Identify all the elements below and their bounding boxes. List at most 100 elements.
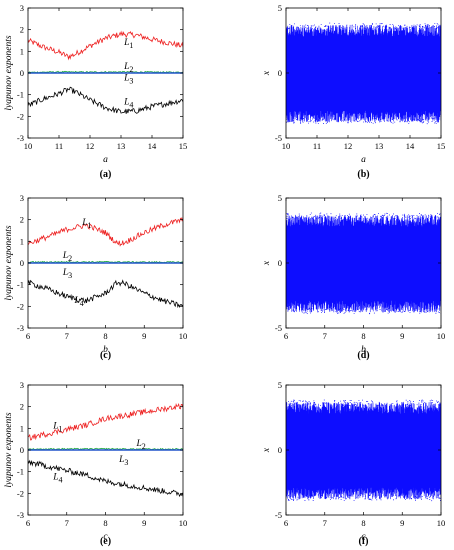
annotation-letter: L [118, 455, 124, 465]
x-tick-label: 7 [323, 331, 327, 341]
series-line [28, 279, 183, 309]
y-tick-label: 5 [278, 193, 282, 203]
annotation-letter: L [123, 38, 129, 48]
panel-f: 6 7 8 9 10 -5 0 5 c x (f) [262, 380, 445, 547]
series-annotation: L3 [118, 455, 128, 467]
x-tick-label: 15 [179, 141, 188, 151]
x-tick-label: 6 [284, 331, 288, 341]
x-tick-label: 6 [26, 518, 30, 528]
x-tick-label: 14 [148, 141, 157, 151]
series-annotation: L4 [74, 296, 84, 308]
y-tick-label: 0 [20, 445, 24, 455]
y-axis-label: x [262, 260, 272, 266]
x-tick-label: 11 [313, 141, 321, 151]
plot-area [286, 22, 441, 125]
series-line [286, 214, 441, 313]
x-axis-label: b [361, 345, 366, 355]
series-annotation: L1 [123, 38, 133, 50]
x-tick-label: 6 [26, 331, 30, 341]
panel-caption: (c) [100, 350, 111, 361]
panel-b: 10 11 12 13 14 15 -5 0 5 a x (b) [262, 3, 445, 180]
x-tick-label: 9 [400, 331, 404, 341]
plot-area [28, 402, 183, 498]
panel-caption: (b) [357, 169, 369, 180]
x-tick-label: 10 [437, 331, 446, 341]
x-axis-label: c [361, 532, 366, 542]
y-tick-label: 2 [20, 215, 24, 225]
annotation-subscript: 3 [129, 77, 133, 86]
series-annotation: L4 [123, 97, 133, 109]
y-axis-label: lyapunov exponents [4, 225, 14, 300]
y-axis-label: lyapunov exponents [4, 35, 14, 110]
x-tick-label: 8 [361, 331, 365, 341]
y-tick-label: 3 [20, 3, 24, 13]
series-annotation: L2 [136, 439, 146, 451]
annotation-letter: L [52, 472, 58, 482]
series-line [286, 22, 441, 125]
x-tick-label: 7 [323, 518, 327, 528]
y-tick-label: 0 [278, 258, 282, 268]
series-annotation: L3 [123, 74, 133, 86]
y-tick-label: 0 [20, 258, 24, 268]
series-annotation: L1 [81, 218, 91, 230]
panel-caption: (d) [357, 350, 369, 361]
y-tick-label: 2 [20, 402, 24, 412]
x-tick-label: 12 [86, 141, 95, 151]
y-tick-label: -1 [17, 280, 24, 290]
x-tick-label: 10 [437, 518, 446, 528]
x-tick-label: 10 [179, 518, 188, 528]
x-axis-label: c [103, 532, 108, 542]
annotation-letter: L [62, 268, 68, 278]
annotation-letter: L [81, 218, 87, 228]
x-tick-label: 14 [406, 141, 415, 151]
panel-caption: (f) [359, 536, 369, 547]
y-tick-label: 3 [20, 193, 24, 203]
series-line [286, 401, 441, 500]
plot-area [286, 399, 441, 502]
y-tick-label: 3 [20, 380, 24, 390]
x-tick-label: 10 [24, 141, 33, 151]
x-tick-label: 12 [344, 141, 353, 151]
annotation-letter: L [123, 97, 129, 107]
y-tick-label: 1 [20, 423, 24, 433]
y-tick-label: 1 [20, 46, 24, 56]
y-tick-label: 2 [20, 25, 24, 35]
annotation-letter: L [123, 74, 129, 84]
series-line [28, 459, 183, 498]
y-tick-label: -3 [17, 510, 24, 520]
series-annotation: L4 [52, 472, 62, 484]
panel-d: 6 7 8 9 10 -5 0 5 b x (d) [262, 193, 445, 361]
series-annotation: L1 [52, 421, 62, 433]
x-axis-label: a [103, 155, 108, 165]
x-tick-label: 6 [284, 518, 288, 528]
annotation-subscript: 1 [129, 41, 133, 50]
series-line [28, 402, 183, 441]
annotation-subscript: 4 [129, 100, 133, 109]
x-tick-label: 8 [361, 518, 365, 528]
annotation-subscript: 2 [68, 254, 72, 263]
x-tick-label: 9 [400, 518, 404, 528]
series-line [28, 30, 183, 61]
y-axis-label: x [262, 447, 272, 453]
plot-area [28, 217, 183, 309]
y-axis-label: x [262, 70, 272, 76]
y-tick-label: -5 [275, 323, 282, 333]
y-tick-label: 0 [278, 445, 282, 455]
panel-caption: (a) [100, 169, 112, 180]
x-tick-label: 10 [179, 331, 188, 341]
x-tick-label: 9 [142, 331, 146, 341]
series-line [286, 399, 441, 502]
y-tick-label: -1 [17, 467, 24, 477]
y-tick-label: 0 [20, 68, 24, 78]
annotation-letter: L [74, 296, 80, 306]
y-tick-label: -5 [275, 133, 282, 143]
annotation-subscript: 2 [129, 65, 133, 74]
y-tick-label: -2 [17, 301, 24, 311]
annotation-subscript: 3 [124, 458, 128, 467]
panel-caption: (e) [100, 536, 111, 547]
annotation-subscript: 1 [88, 221, 92, 230]
